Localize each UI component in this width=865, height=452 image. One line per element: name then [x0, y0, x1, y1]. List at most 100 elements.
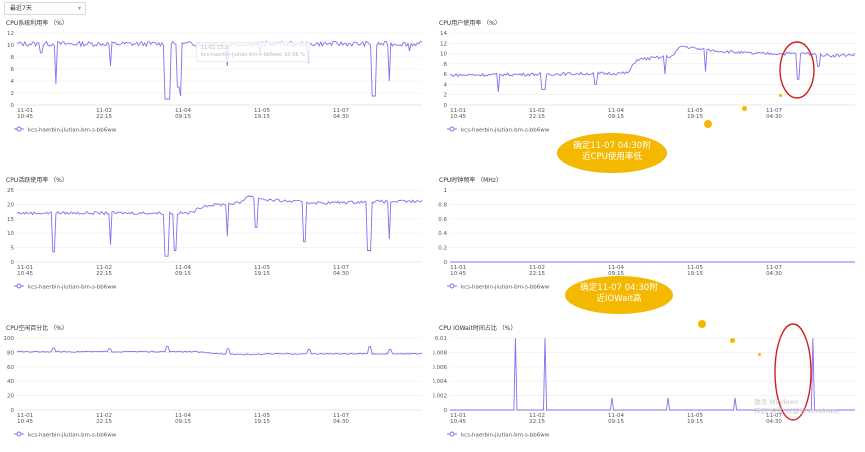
y-tick-label: 12	[440, 41, 447, 47]
y-tick-label: 0.8	[438, 202, 447, 208]
x-tick-time: 04:30	[766, 419, 782, 425]
legend-item[interactable]: kcs-haerbin-jiutian-bm-s-bb6ww	[447, 283, 549, 291]
x-tick-date: 11-07	[766, 108, 782, 114]
legend-item[interactable]: kcs-haerbin-jiutian-bm-s-bb6ww	[14, 283, 116, 291]
panel-cpu-idle-percentage: CPU空闲百分比 （%） 100 80 60 40 20 0 11-01 10:45 11-02…	[0, 305, 432, 452]
x-tick-date: 11-02	[529, 265, 545, 271]
panel-cpu-system-utilization: CPU系统利用率 （%） 12 10 8 6 4 2 0 11-01 10:45 11-02 22:…	[0, 0, 432, 147]
x-tick-date: 11-01	[17, 265, 33, 271]
y-tick-label: 0.008	[433, 350, 447, 356]
y-tick-label: 1	[444, 188, 448, 194]
x-tick-date: 11-04	[175, 413, 191, 419]
panel-title: CPU时钟频率 （MHz）	[439, 177, 502, 184]
x-tick-time: 10:45	[17, 114, 33, 120]
x-tick-time: 04:30	[333, 114, 349, 120]
panel-title: CPU空闲百分比 （%）	[6, 325, 68, 332]
y-tick-label: 0.004	[433, 379, 447, 385]
y-tick-label: 0.01	[435, 336, 447, 342]
x-tick-date: 11-01	[17, 413, 33, 419]
x-tick-time: 22:15	[529, 114, 545, 120]
x-tick-time: 22:15	[96, 114, 112, 120]
annotation-callout-high-iowait: 确定11-07 04:30附 近IOWait高	[565, 276, 673, 314]
panel-title: CPU系统利用率 （%）	[6, 20, 68, 27]
x-tick-time: 19:15	[687, 419, 703, 425]
series-line	[16, 346, 423, 356]
x-tick-time: 04:30	[766, 114, 782, 120]
y-tick-label: 6	[11, 67, 15, 73]
legend-line-icon	[447, 126, 457, 134]
x-tick-date: 11-01	[450, 413, 466, 419]
x-tick-time: 10:45	[450, 114, 466, 120]
x-tick-date: 11-01	[450, 108, 466, 114]
legend-line-icon	[14, 431, 24, 439]
x-tick-date: 11-05	[254, 108, 270, 114]
x-tick-time: 09:15	[175, 271, 191, 277]
legend-item[interactable]: kcs-haerbin-jiutian-bm-s-bb6ww	[447, 431, 549, 439]
legend-line-icon	[14, 126, 24, 134]
y-tick-label: 20	[7, 202, 14, 208]
x-tick-date: 11-02	[96, 265, 112, 271]
x-tick-time: 04:30	[333, 271, 349, 277]
callout-bubble-dot	[779, 94, 782, 97]
tooltip-value: kcs-haerbin-jiutian-bm-s-bb6ww: 10.06 %	[201, 52, 305, 58]
x-tick-date: 11-01	[450, 265, 466, 271]
x-tick-date: 11-04	[175, 108, 191, 114]
y-tick-label: 6	[444, 72, 448, 78]
x-tick-time: 09:15	[175, 114, 191, 120]
chart-cpu-clock-frequency[interactable]: 10.80.60.40.2011-0110:4511-0222:1511-040…	[433, 157, 865, 304]
x-tick-date: 11-04	[608, 265, 624, 271]
callout-bubble-dot	[758, 353, 761, 356]
x-tick-time: 09:15	[608, 271, 624, 277]
panel-cpu-iowait-ratio: CPU IOWait时间占比 （%） 0.010.0080.0060.0040.…	[433, 305, 865, 452]
time-range-label: 最近7天	[10, 5, 32, 12]
legend-line-icon	[447, 283, 457, 291]
x-tick-time: 22:15	[529, 419, 545, 425]
legend-label: kcs-haerbin-jiutian-bm-s-bb6ww	[461, 284, 550, 291]
y-tick-label: 10	[440, 52, 447, 58]
y-tick-label: 0.2	[438, 246, 447, 252]
x-tick-time: 09:15	[608, 419, 624, 425]
y-tick-label: 5	[11, 246, 15, 252]
y-tick-label: 4	[444, 82, 448, 88]
x-tick-time: 19:15	[687, 114, 703, 120]
y-tick-label: 0	[444, 260, 448, 266]
x-tick-date: 11-05	[687, 108, 703, 114]
y-tick-label: 2	[444, 93, 448, 99]
legend-line-icon	[447, 431, 457, 439]
time-range-select[interactable]: 最近7天 ▾	[4, 2, 86, 15]
y-tick-label: 20	[7, 394, 14, 400]
callout-line: 确定11-07 04:30附	[580, 283, 658, 293]
y-tick-label: 10	[7, 231, 14, 237]
legend-item[interactable]: kcs-haerbin-jiutian-bm-s-bb6ww	[14, 126, 116, 134]
y-tick-label: 0.6	[438, 217, 447, 223]
y-tick-label: 14	[440, 31, 447, 37]
callout-line: 近CPU使用率低	[582, 152, 642, 162]
y-tick-label: 0.006	[433, 365, 447, 371]
x-tick-time: 10:45	[450, 271, 466, 277]
legend-item[interactable]: kcs-haerbin-jiutian-bm-s-bb6ww	[14, 431, 116, 439]
legend-label: kcs-haerbin-jiutian-bm-s-bb6ww	[28, 127, 117, 134]
y-tick-label: 0	[11, 260, 15, 266]
series-line	[16, 195, 423, 257]
legend-label: kcs-haerbin-jiutian-bm-s-bb6ww	[28, 284, 117, 291]
y-tick-label: 80	[7, 350, 14, 356]
legend-item[interactable]: kcs-haerbin-jiutian-bm-s-bb6ww	[447, 126, 549, 134]
tooltip-time: 11-02 13:3	[201, 45, 229, 51]
x-tick-date: 11-02	[96, 413, 112, 419]
x-tick-time: 04:30	[766, 271, 782, 277]
callout-bubble-dot	[742, 106, 747, 111]
y-tick-label: 0	[444, 408, 448, 414]
x-tick-date: 11-04	[608, 108, 624, 114]
x-tick-time: 10:45	[17, 419, 33, 425]
x-tick-date: 11-05	[687, 413, 703, 419]
y-tick-label: 8	[11, 55, 15, 61]
panel-title: CPU用户使用率 （%）	[439, 20, 501, 27]
watermark-line: 激活 Windows	[754, 398, 799, 406]
y-tick-label: 40	[7, 379, 14, 385]
hover-tooltip: 11-02 13:3 kcs-haerbin-jiutian-bm-s-bb6w…	[196, 42, 310, 62]
